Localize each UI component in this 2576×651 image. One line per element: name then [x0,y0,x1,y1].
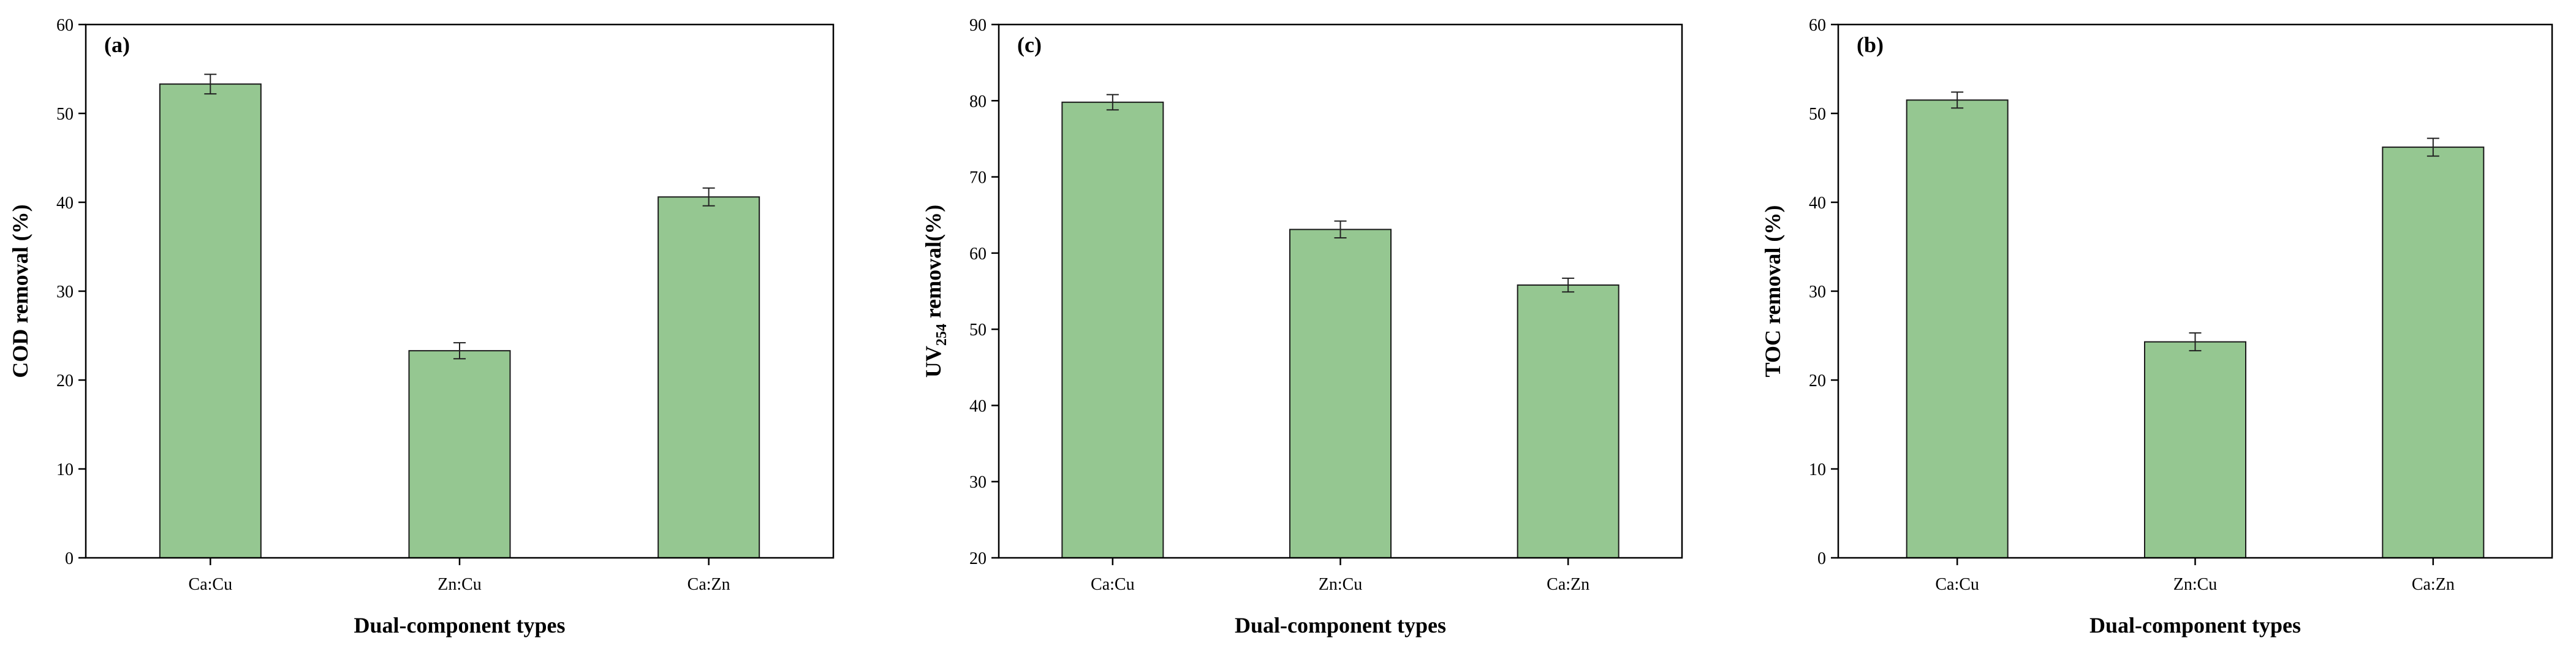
y-tick-label: 80 [969,92,987,111]
error-bar [2426,137,2439,157]
bar-ca-cu [1061,101,1164,558]
y-tick-label: 10 [1809,460,1826,479]
x-tick-label: Ca:Zn [2412,575,2455,594]
x-tick-label: Zn:Cu [438,575,482,594]
chart-panel-3: 0 10 20 30 40 50 60 Ca:Cu Zn:Cu Ca:Zn Dual-compone… [1760,16,2553,638]
y-tick-label: 0 [1817,549,1826,568]
panel-label: (c) [1017,32,1042,57]
x-axis-label: Dual-component types [1235,613,1446,638]
x-axis-label: Dual-component types [354,613,565,638]
y-tick-label: 0 [65,549,74,568]
y-tick-label: 60 [969,245,987,264]
panel-label: (b) [1857,32,1884,57]
chart-panel-2: 20 30 40 50 60 70 80 90 Ca:Cu Zn:Cu Ca:Zn Dual-comp… [921,16,1683,638]
x-axis-label: Dual-component types [2089,613,2301,638]
x-tick-label: Zn:Cu [1319,575,1363,594]
y-tick-label: 50 [56,105,74,124]
x-tick-label: Ca:Cu [189,575,233,594]
y-tick-label: 40 [56,194,74,213]
y-tick-label: 50 [969,321,987,340]
y-axis-label: TOC removal (%) [1760,205,1785,378]
y-axis-label: UV254 removal(%) [921,205,950,378]
y-tick-label: 30 [56,283,74,302]
y-tick-label: 60 [1809,16,1826,35]
y-tick-label: 20 [56,371,74,390]
bar-ca-zn [657,196,760,558]
error-bar [1951,91,1964,109]
y-tick-label: 40 [1809,194,1826,213]
chart-panel-1: 0 10 20 30 40 50 60 Ca:Cu Zn:Cu Ca:Zn Dual-compone… [8,16,835,638]
bar-zn-cu [408,350,511,559]
bar-zn-cu [1289,229,1392,559]
bar-ca-zn [2382,147,2485,559]
x-tick-label: Ca:Cu [1091,575,1135,594]
error-bar [1106,94,1119,111]
bar-ca-zn [1517,284,1619,558]
y-tick-label: 30 [969,473,987,492]
error-bar [2189,332,2202,352]
y-axis-label: COD removal (%) [8,204,32,378]
y-tick-label: 10 [56,460,74,479]
x-tick-label: Ca:Zn [688,575,730,594]
bar-ca-cu [1906,99,2009,558]
error-bar [453,342,466,360]
x-tick-label: Ca:Cu [1935,575,1979,594]
x-tick-label: Zn:Cu [2173,575,2218,594]
error-bar [1334,220,1347,238]
y-tick-label: 70 [969,169,987,188]
bar-ca-cu [159,83,262,558]
y-tick-label: 40 [969,397,987,416]
error-bar [1562,277,1575,293]
y-tick-label: 20 [1809,371,1826,390]
panel-label: (a) [104,32,130,57]
error-bar [204,74,217,95]
error-bar [702,187,715,207]
y-tick-label: 50 [1809,105,1826,124]
y-tick-label: 20 [969,549,987,568]
x-tick-label: Ca:Zn [1547,575,1589,594]
y-tick-label: 60 [56,16,74,35]
y-tick-label: 90 [969,16,987,35]
y-tick-label: 30 [1809,283,1826,302]
bar-zn-cu [2144,341,2246,559]
